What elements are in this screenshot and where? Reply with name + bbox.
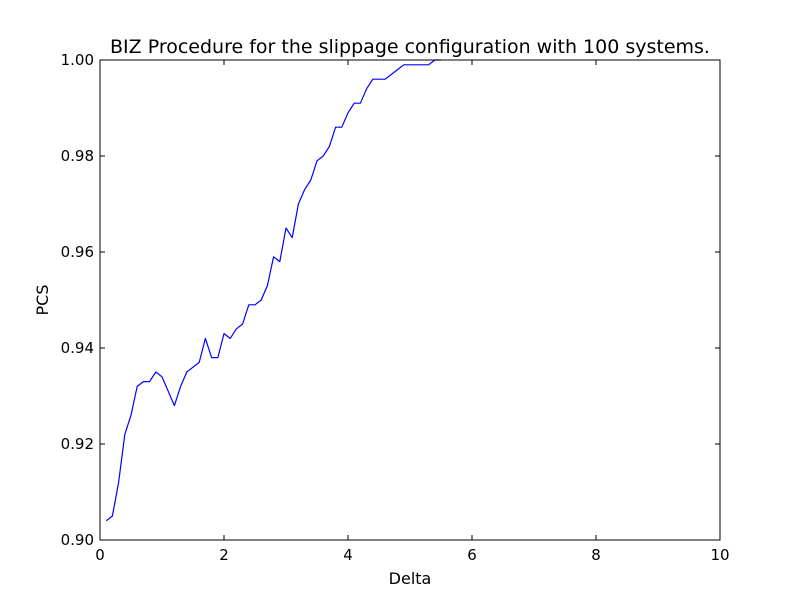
x-tick-label: 4 (343, 546, 353, 564)
plot-area: 0 2 4 6 8 10 0.90 0.92 0.94 0.96 0.98 1.00 (61, 51, 730, 564)
y-tick-label: 0.90 (61, 531, 94, 549)
y-axis-label: PCS (33, 285, 52, 316)
y-tick-label: 0.98 (61, 147, 94, 165)
x-axis-label: Delta (389, 569, 432, 588)
y-tick-label: 0.94 (61, 339, 94, 357)
x-tick-label: 2 (219, 546, 229, 564)
x-tick-label: 10 (710, 546, 729, 564)
y-tick-label: 1.00 (61, 51, 94, 69)
plot-frame (99, 59, 721, 541)
y-tick-label: 0.96 (61, 243, 94, 261)
x-tick-label: 0 (95, 546, 105, 564)
x-tick-label: 8 (591, 546, 601, 564)
x-tick-label: 6 (467, 546, 477, 564)
y-tick-label: 0.92 (61, 435, 94, 453)
series-line-0 (105, 59, 441, 522)
chart-title: BIZ Procedure for the slippage configura… (110, 36, 710, 58)
